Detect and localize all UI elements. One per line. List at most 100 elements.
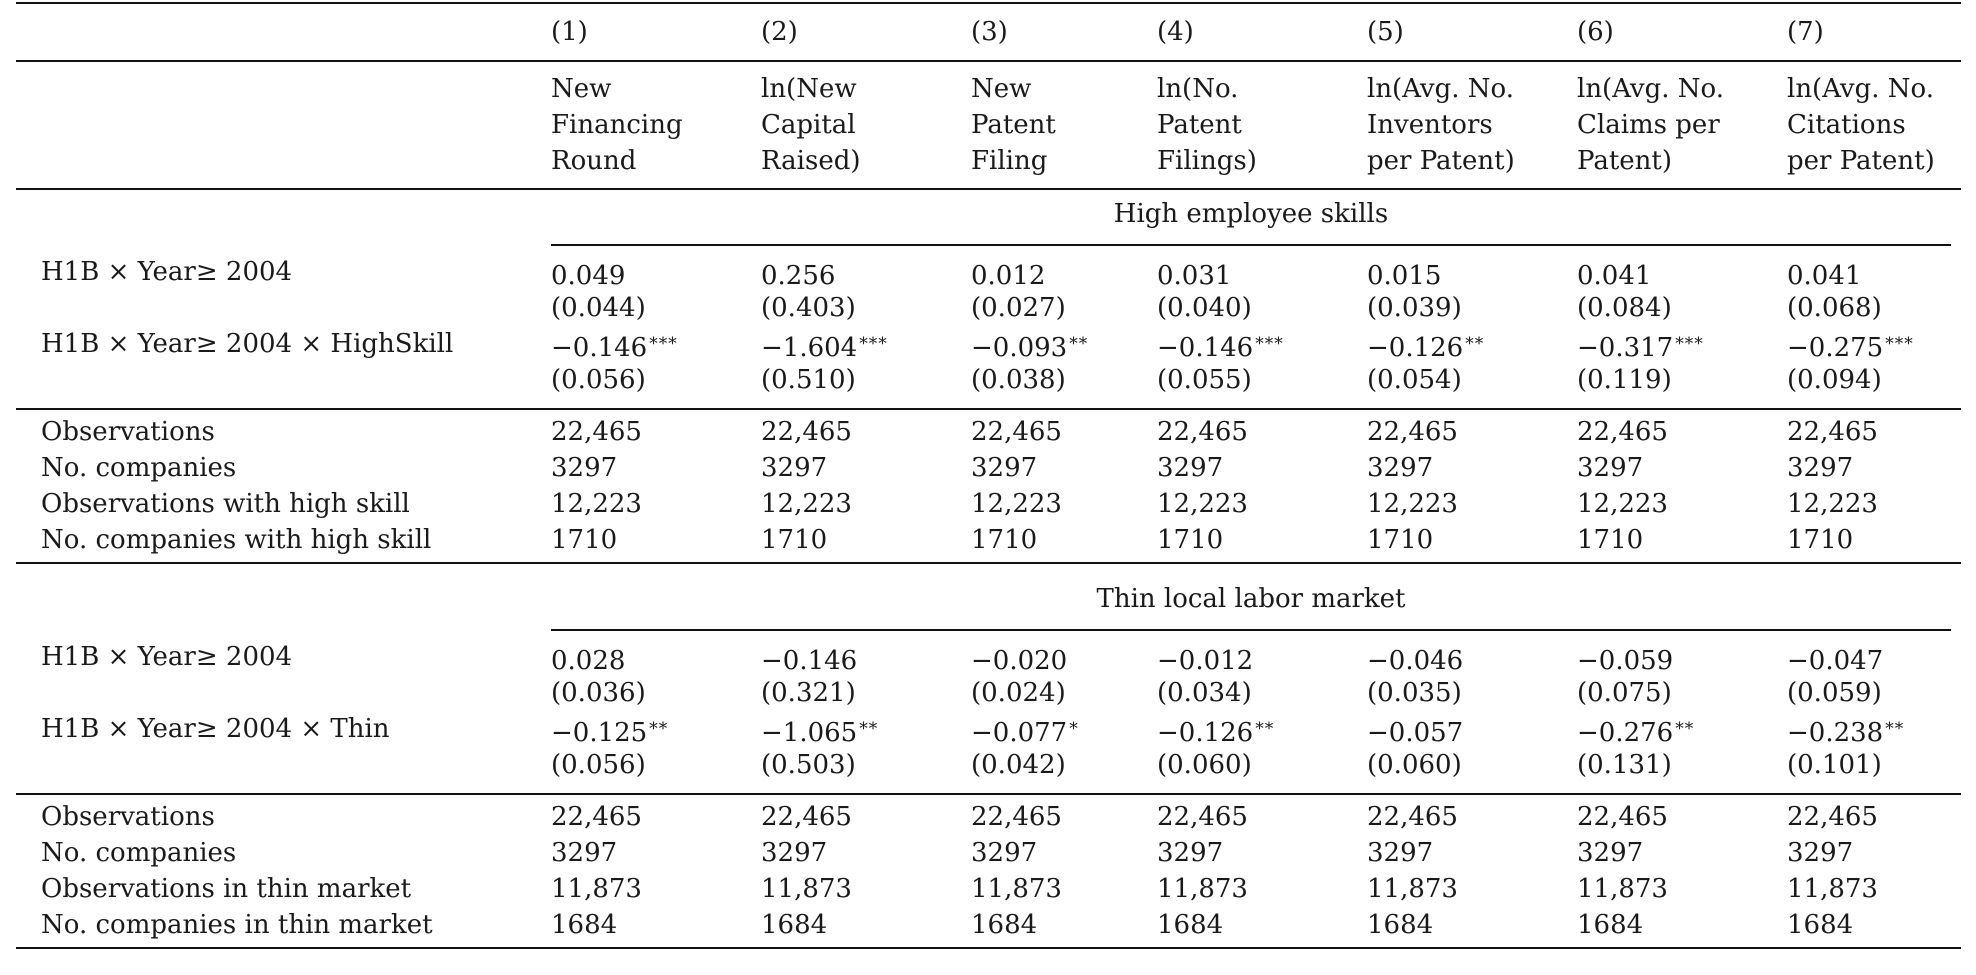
standard-error: (0.403) bbox=[761, 293, 856, 323]
stat-label: Observations bbox=[41, 802, 215, 832]
stat-value: 22,465 bbox=[761, 417, 852, 447]
coefficient-value: −0.126 bbox=[1367, 333, 1464, 363]
significance-stars: * bbox=[1069, 719, 1079, 739]
standard-error: (0.039) bbox=[1367, 293, 1462, 323]
coefficient-value: −0.146 bbox=[551, 333, 648, 363]
row-label: H1B × Year≥ 2004 bbox=[41, 642, 293, 672]
coefficient: −0.047 bbox=[1787, 639, 1885, 679]
coefficient: −0.275 *** bbox=[1787, 326, 1914, 366]
stat-value: 3297 bbox=[1577, 838, 1644, 868]
horizontal-rule bbox=[16, 60, 1961, 62]
stat-value: 12,223 bbox=[1157, 489, 1248, 519]
standard-error: (0.094) bbox=[1787, 365, 1882, 395]
stat-value: 3297 bbox=[1157, 838, 1224, 868]
column-title-line: per Patent) bbox=[1787, 146, 1935, 176]
column-title-line: ln(New bbox=[761, 74, 857, 104]
coefficient: −0.317 *** bbox=[1577, 326, 1704, 366]
column-number: (3) bbox=[971, 17, 1008, 47]
standard-error: (0.503) bbox=[761, 750, 856, 780]
column-title-line: per Patent) bbox=[1367, 146, 1515, 176]
stat-value: 3297 bbox=[761, 838, 828, 868]
column-title-line: Citations bbox=[1787, 110, 1906, 140]
significance-stars: ** bbox=[859, 719, 879, 739]
column-title-line: New bbox=[551, 74, 612, 104]
row-label: H1B × Year≥ 2004 bbox=[41, 257, 293, 287]
standard-error: (0.034) bbox=[1157, 678, 1252, 708]
coefficient-value: −0.047 bbox=[1787, 646, 1884, 676]
stat-value: 11,873 bbox=[551, 874, 642, 904]
standard-error: (0.068) bbox=[1787, 293, 1882, 323]
stat-value: 11,873 bbox=[1787, 874, 1878, 904]
horizontal-rule bbox=[16, 562, 1961, 564]
coefficient-value: 0.031 bbox=[1157, 261, 1232, 291]
stat-value: 11,873 bbox=[1577, 874, 1668, 904]
column-title-line: ln(Avg. No. bbox=[1787, 74, 1934, 104]
stat-value: 3297 bbox=[551, 453, 618, 483]
coefficient-value: −0.077 bbox=[971, 718, 1068, 748]
stat-value: 3297 bbox=[1787, 838, 1854, 868]
stat-value: 3297 bbox=[971, 838, 1038, 868]
column-number: (1) bbox=[551, 17, 588, 47]
stat-value: 11,873 bbox=[971, 874, 1062, 904]
stat-value: 12,223 bbox=[1367, 489, 1458, 519]
column-title-line: Filings) bbox=[1157, 146, 1257, 176]
stat-value: 22,465 bbox=[971, 417, 1062, 447]
standard-error: (0.131) bbox=[1577, 750, 1672, 780]
coefficient-value: 0.041 bbox=[1787, 261, 1862, 291]
horizontal-rule bbox=[16, 793, 1961, 795]
coefficient: −0.126 ** bbox=[1367, 326, 1484, 366]
stat-value: 22,465 bbox=[1367, 417, 1458, 447]
stat-value: 3297 bbox=[1367, 453, 1434, 483]
row-label: H1B × Year≥ 2004 × HighSkill bbox=[41, 329, 454, 359]
stat-value: 1710 bbox=[1787, 525, 1854, 555]
stat-value: 22,465 bbox=[1157, 417, 1248, 447]
coefficient: −0.146 *** bbox=[551, 326, 678, 366]
coefficient-value: −0.276 bbox=[1577, 718, 1674, 748]
column-title-line: Patent) bbox=[1577, 146, 1672, 176]
coefficient: 0.015 bbox=[1367, 254, 1443, 294]
standard-error: (0.024) bbox=[971, 678, 1066, 708]
coefficient: −0.057 bbox=[1367, 711, 1465, 751]
column-title-line: Claims per bbox=[1577, 110, 1720, 140]
column-title-line: Round bbox=[551, 146, 637, 176]
standard-error: (0.060) bbox=[1367, 750, 1462, 780]
row-label: H1B × Year≥ 2004 × Thin bbox=[41, 714, 390, 744]
stat-value: 1710 bbox=[1577, 525, 1644, 555]
stat-value: 22,465 bbox=[1787, 417, 1878, 447]
coefficient: 0.049 bbox=[551, 254, 627, 294]
coefficient: −0.276 ** bbox=[1577, 711, 1694, 751]
column-title-line: Patent bbox=[1157, 110, 1242, 140]
coefficient-value: −0.238 bbox=[1787, 718, 1884, 748]
stat-value: 22,465 bbox=[1367, 802, 1458, 832]
stat-value: 1684 bbox=[1157, 910, 1224, 940]
standard-error: (0.055) bbox=[1157, 365, 1252, 395]
coefficient: 0.028 bbox=[551, 639, 627, 679]
horizontal-rule bbox=[16, 408, 1961, 410]
stat-value: 12,223 bbox=[551, 489, 642, 519]
stat-value: 3297 bbox=[761, 453, 828, 483]
stat-value: 22,465 bbox=[551, 802, 642, 832]
significance-stars: *** bbox=[649, 334, 678, 354]
stat-value: 11,873 bbox=[1157, 874, 1248, 904]
stat-value: 1710 bbox=[761, 525, 828, 555]
stat-value: 12,223 bbox=[971, 489, 1062, 519]
coefficient-value: −0.059 bbox=[1577, 646, 1674, 676]
coefficient-value: −1.604 bbox=[761, 333, 858, 363]
significance-stars: *** bbox=[1885, 334, 1914, 354]
stat-value: 1684 bbox=[1367, 910, 1434, 940]
panel-underline bbox=[551, 629, 1951, 631]
significance-stars: ** bbox=[1255, 719, 1275, 739]
column-number: (7) bbox=[1787, 17, 1824, 47]
column-number: (5) bbox=[1367, 17, 1404, 47]
standard-error: (0.027) bbox=[971, 293, 1066, 323]
stat-value: 11,873 bbox=[1367, 874, 1458, 904]
stat-value: 1684 bbox=[761, 910, 828, 940]
stat-value: 1710 bbox=[1157, 525, 1224, 555]
standard-error: (0.119) bbox=[1577, 365, 1672, 395]
standard-error: (0.040) bbox=[1157, 293, 1252, 323]
panel-title: High employee skills bbox=[1113, 199, 1389, 229]
horizontal-rule bbox=[16, 2, 1961, 4]
coefficient-value: −0.125 bbox=[551, 718, 648, 748]
stat-label: No. companies bbox=[41, 453, 237, 483]
coefficient-value: 0.041 bbox=[1577, 261, 1652, 291]
